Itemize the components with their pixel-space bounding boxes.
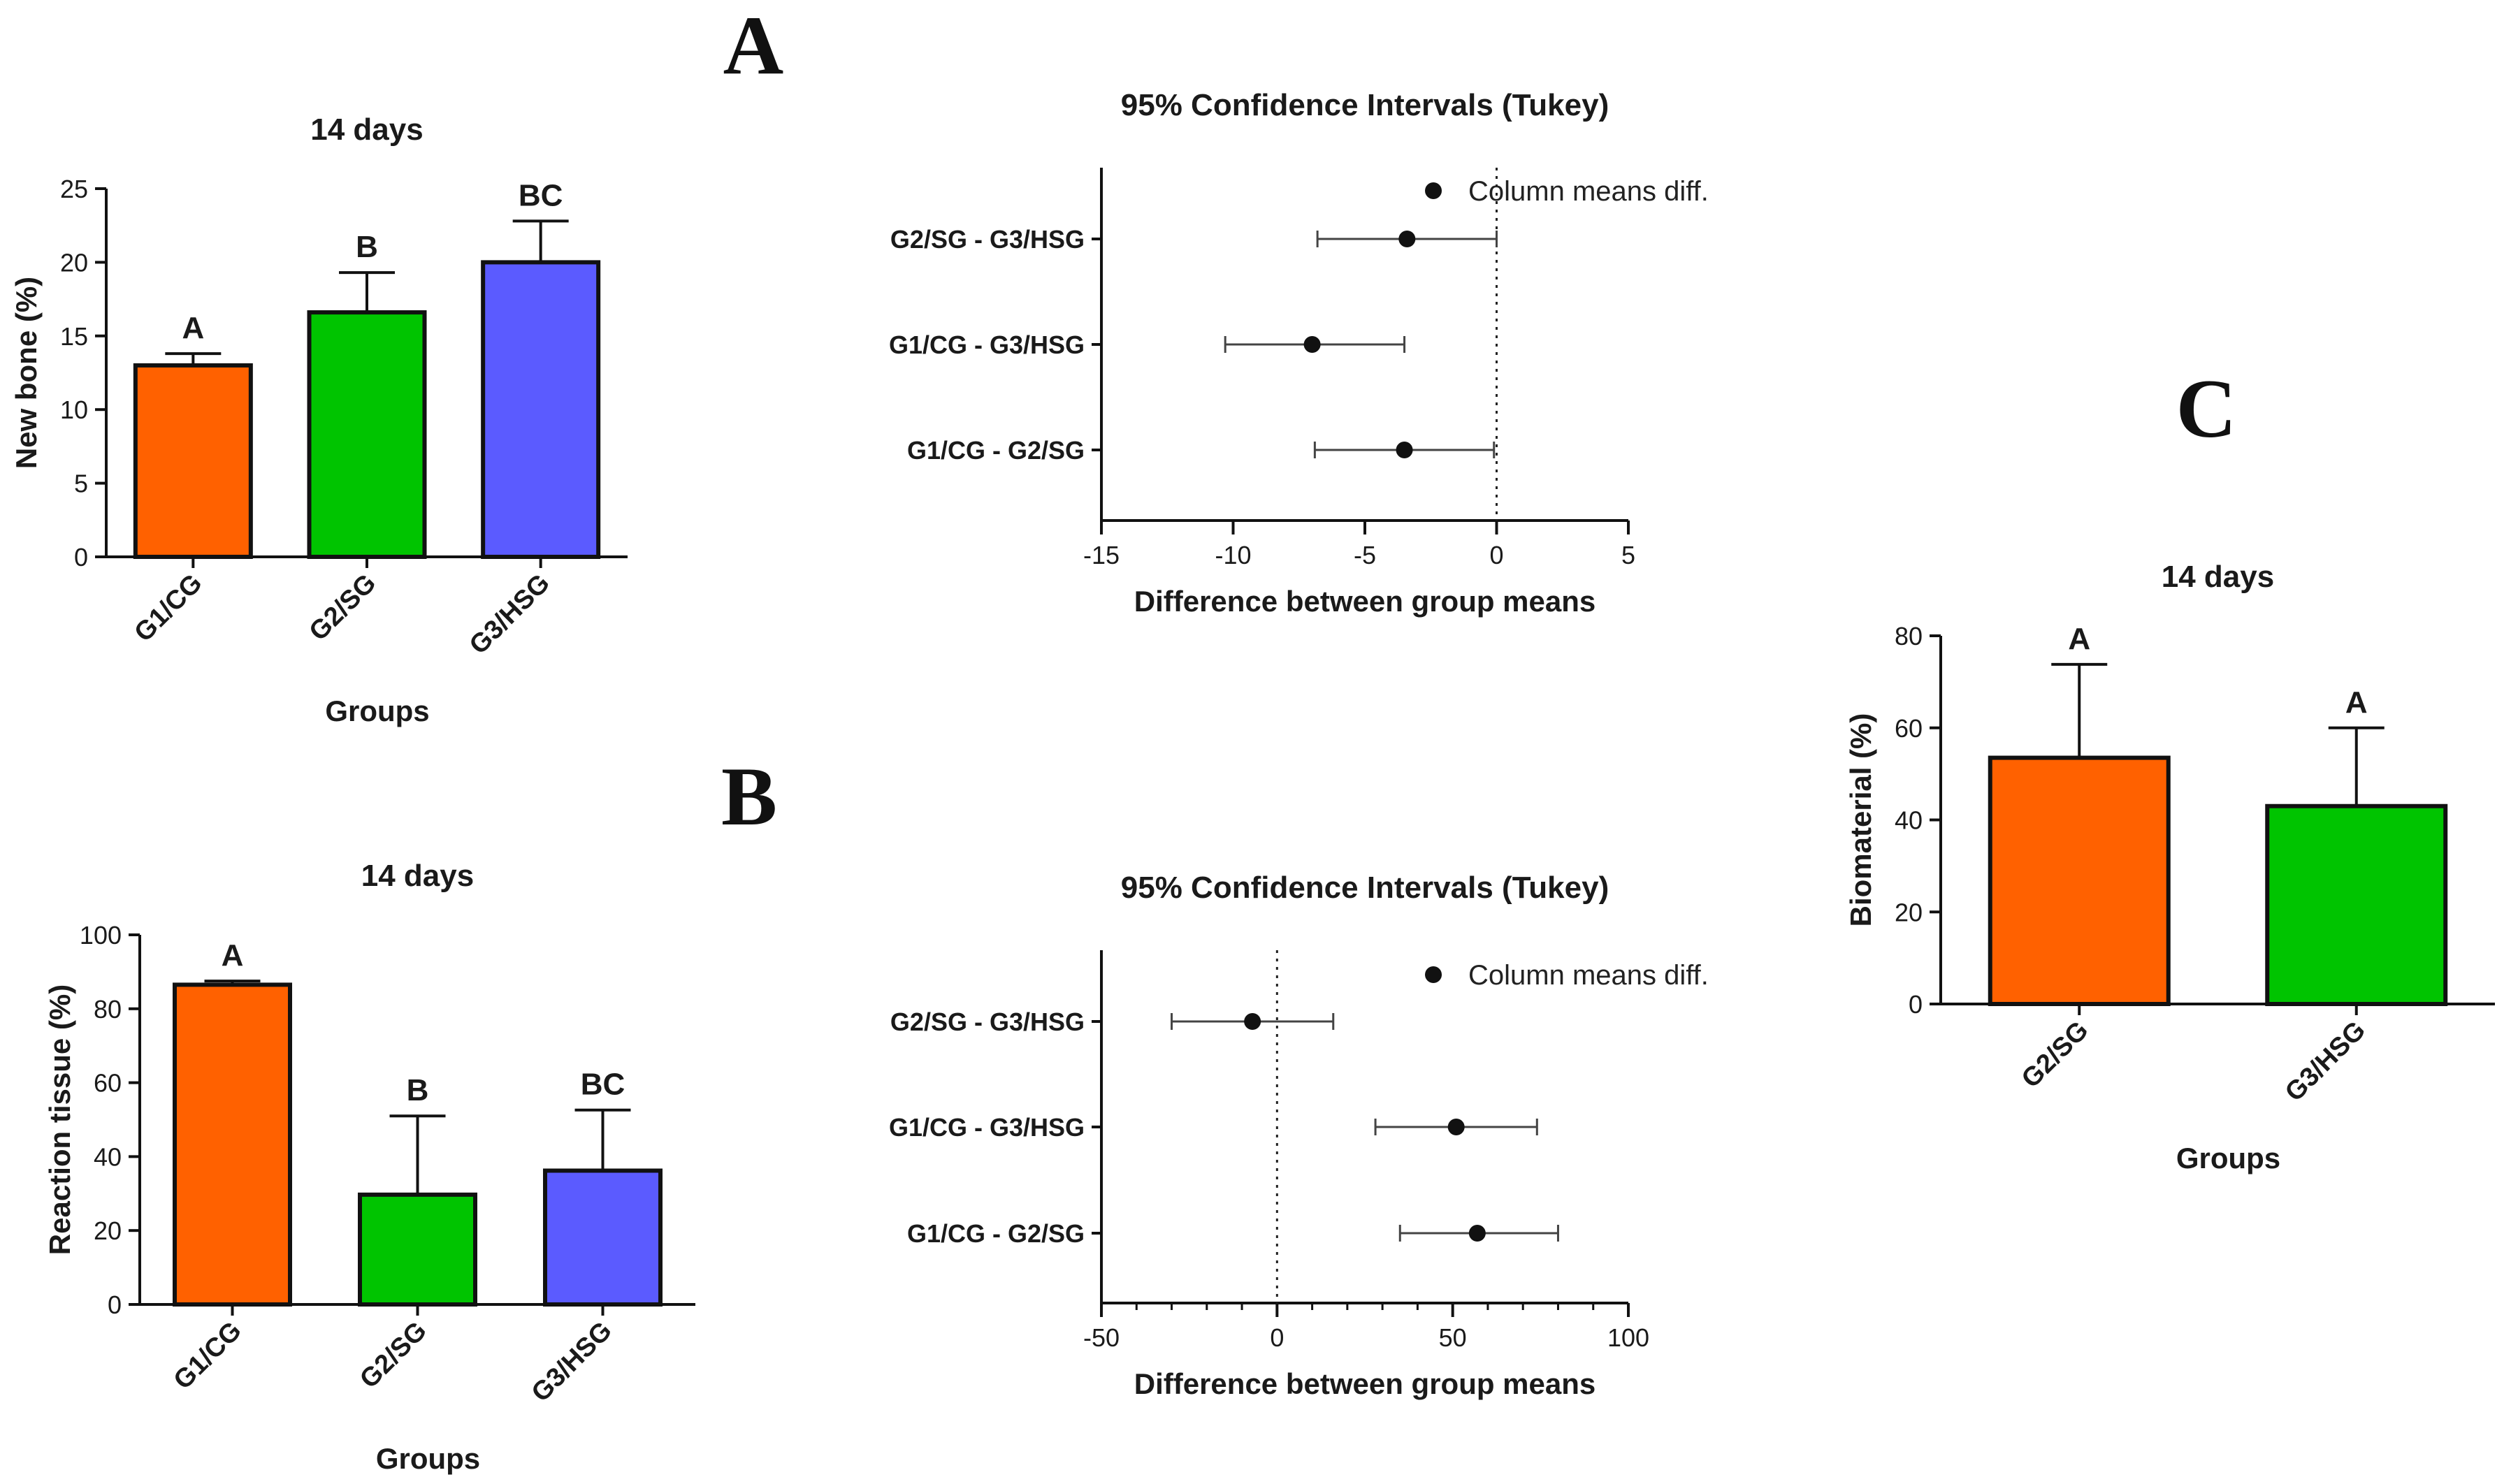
bar: [481, 260, 601, 559]
legend-marker: [1425, 182, 1442, 199]
x-tick-label: 0: [1270, 1323, 1284, 1352]
y-tick-label: 0: [1909, 990, 1923, 1019]
y-tick-label: 5: [74, 470, 88, 498]
y-tick-label: 40: [94, 1142, 122, 1171]
bar: [358, 1192, 477, 1307]
chart-title: 95% Confidence Intervals (Tukey): [1121, 871, 1609, 905]
significance-label: B: [356, 230, 378, 264]
bar: [133, 363, 253, 560]
x-tick-label: 100: [1607, 1323, 1649, 1352]
panel-label-a: A: [723, 0, 784, 92]
y-tick-label: 60: [1895, 714, 1923, 743]
x-axis-label: Difference between group means: [1134, 1367, 1596, 1400]
y-tick-label: 0: [74, 543, 88, 572]
bar: [1988, 755, 2171, 1006]
y-tick-label: 40: [1895, 806, 1923, 835]
significance-label: A: [182, 311, 204, 345]
x-axis-label: Groups: [2176, 1142, 2280, 1174]
significance-label: B: [407, 1073, 429, 1107]
x-axis-label: Groups: [376, 1442, 480, 1475]
y-tick-label: 20: [1895, 898, 1923, 926]
comparison-label: G2/SG - G3/HSG: [890, 225, 1085, 254]
x-axis-label: Difference between group means: [1134, 585, 1596, 618]
y-axis-label: Reaction tissue (%): [43, 984, 76, 1255]
comparison-label: G1/CG - G3/HSG: [889, 330, 1085, 359]
y-tick-label: 100: [80, 921, 122, 950]
x-tick-label: G1/CG: [168, 1316, 247, 1395]
y-tick-label: 20: [94, 1216, 122, 1245]
bar: [543, 1168, 663, 1307]
comparison-label: G1/CG - G2/SG: [907, 1219, 1085, 1248]
y-tick-label: 20: [60, 248, 88, 277]
x-tick-label: G3/HSG: [2280, 1016, 2371, 1107]
x-tick-label: G3/HSG: [464, 569, 556, 660]
comparison-label: G2/SG - G3/HSG: [890, 1007, 1085, 1036]
x-tick-label: -50: [1083, 1323, 1120, 1352]
x-tick-label: -10: [1215, 541, 1251, 569]
y-tick-label: 60: [94, 1069, 122, 1098]
x-tick-label: G1/CG: [129, 569, 208, 648]
x-tick-label: -15: [1083, 541, 1120, 569]
x-tick-label: G2/SG: [2016, 1016, 2094, 1094]
x-tick-label: G2/SG: [354, 1316, 433, 1395]
x-tick-label: G3/HSG: [526, 1316, 618, 1408]
y-axis-label: Biomaterial (%): [1844, 713, 1877, 927]
y-tick-label: 25: [60, 175, 88, 203]
mean-diff-point: [1303, 336, 1321, 353]
y-tick-label: 0: [108, 1290, 122, 1319]
y-tick-label: 15: [60, 322, 88, 351]
mean-diff-point: [1396, 442, 1413, 458]
y-tick-label: 80: [94, 995, 122, 1024]
comparison-label: G1/CG - G3/HSG: [889, 1113, 1085, 1142]
x-tick-label: -5: [1354, 541, 1376, 569]
comparison-label: G1/CG - G2/SG: [907, 436, 1085, 465]
x-tick-label: 50: [1439, 1323, 1467, 1352]
bar: [2265, 803, 2448, 1007]
significance-label: A: [2068, 622, 2090, 656]
bar: [173, 982, 292, 1307]
mean-diff-point: [1398, 231, 1416, 247]
panel-label-c: C: [2176, 362, 2237, 455]
significance-label: A: [222, 938, 244, 973]
mean-diff-point: [1468, 1225, 1486, 1242]
significance-label: BC: [581, 1068, 625, 1102]
legend-label: Column means diff.: [1468, 960, 1709, 991]
chart-title: 14 days: [2162, 560, 2274, 594]
significance-label: A: [2345, 685, 2368, 720]
y-tick-label: 10: [60, 395, 88, 424]
y-tick-label: 80: [1895, 622, 1923, 650]
legend-label: Column means diff.: [1468, 176, 1709, 207]
chart-title: 14 days: [310, 112, 423, 147]
y-axis-label: New bone (%): [10, 277, 43, 469]
panel-label-b: B: [721, 750, 777, 843]
significance-label: BC: [519, 178, 563, 212]
x-tick-label: 5: [1621, 541, 1635, 569]
x-tick-label: G2/SG: [304, 569, 382, 647]
bar: [307, 310, 427, 559]
mean-diff-point: [1447, 1119, 1465, 1135]
x-axis-label: Groups: [325, 694, 429, 727]
mean-diff-point: [1244, 1013, 1261, 1030]
chart-title: 14 days: [361, 859, 474, 893]
x-tick-label: 0: [1489, 541, 1503, 569]
chart-title: 95% Confidence Intervals (Tukey): [1121, 88, 1609, 122]
legend-marker: [1425, 966, 1442, 983]
